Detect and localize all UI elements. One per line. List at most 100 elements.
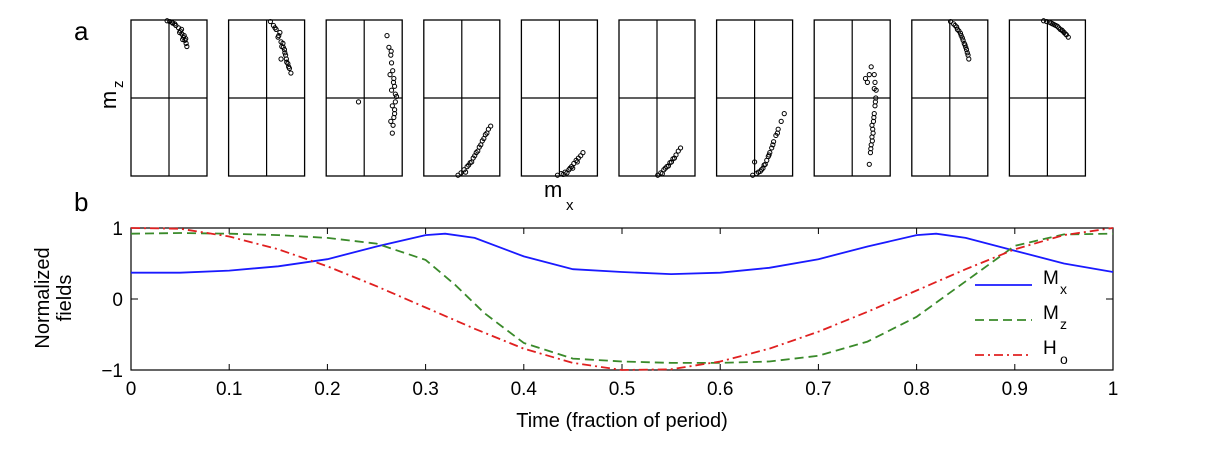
scatter-point [388, 87, 395, 93]
scatter-point [280, 40, 286, 47]
scatter-point [384, 33, 390, 39]
mini-axis-4 [423, 19, 501, 178]
scatter-point [872, 99, 878, 105]
legend-label-sub: o [1060, 351, 1068, 367]
scatter-point [770, 142, 776, 148]
scatter-point [872, 79, 878, 86]
scatter-point [869, 138, 875, 144]
series-line-mz [130, 232, 1114, 364]
x-tick-label: 0.8 [903, 379, 929, 400]
scatter-point [169, 19, 175, 25]
x-tick-label: 0.2 [314, 379, 340, 400]
scatter-point [752, 159, 758, 165]
scatter-point [1041, 18, 1047, 24]
ylabel-line1: Normalized [32, 247, 54, 348]
y-tick-label: 1 [112, 219, 123, 240]
mini-axis-3 [325, 19, 403, 177]
legend-label: M [1043, 268, 1059, 289]
ylabel-line2: fields [54, 275, 76, 322]
x-tick-label: 0.4 [511, 379, 538, 400]
scatter-point [388, 48, 394, 54]
scatter-point [866, 72, 872, 78]
mini-axis-10 [1008, 18, 1087, 177]
scatter-point [868, 146, 874, 152]
scatter-point [469, 159, 475, 165]
scatter-point [567, 165, 573, 171]
x-axis-label: Time (fraction of period) [516, 410, 728, 432]
scatter-point [267, 18, 273, 25]
scatter-point [966, 56, 972, 62]
scatter-point [961, 40, 967, 47]
legend-label: M [1043, 303, 1059, 324]
scatter-point [963, 47, 970, 53]
scatter-point [466, 162, 472, 168]
scatter-point [766, 152, 772, 158]
scatter-point [272, 25, 278, 31]
scatter-point [964, 50, 970, 56]
scatter-point [393, 93, 400, 100]
scatter-point [954, 26, 961, 32]
scatter-point [959, 35, 965, 41]
mini-axis-8 [813, 19, 891, 177]
scatter-point [580, 150, 586, 156]
panel-b-axes-frame [130, 227, 1114, 371]
scatter-point [952, 22, 958, 29]
scatter-point [758, 167, 765, 173]
scatter-point [283, 52, 289, 58]
scatter-point [475, 148, 481, 154]
scatter-point [871, 72, 877, 78]
scatter-point [472, 153, 478, 159]
scatter-point [284, 59, 290, 65]
mini-axis-7 [715, 19, 794, 178]
y-tick-label: 0 [112, 290, 123, 311]
legend-label-sub: x [1060, 281, 1067, 297]
scatter-point [463, 169, 469, 175]
scatter-point [1057, 26, 1063, 32]
scatter-point [481, 135, 487, 142]
scatter-point [288, 70, 294, 76]
scatter-point [957, 30, 964, 36]
scatter-point [392, 111, 398, 117]
x-tick-label: 0.1 [216, 379, 242, 400]
panel-a-xlabel-sub: x [566, 197, 574, 214]
scatter-point [870, 130, 876, 136]
scatter-point [771, 139, 777, 145]
mini-axis-9 [911, 18, 989, 177]
scatter-point [1044, 18, 1050, 25]
scatter-point [389, 103, 395, 109]
mini-axis-5 [520, 19, 599, 178]
mini-axis-2 [227, 18, 306, 177]
scatter-point [570, 165, 576, 171]
scatter-point [177, 29, 183, 36]
scatter-point [286, 64, 292, 70]
scatter-point [662, 165, 668, 171]
scatter-point [871, 86, 877, 92]
scatter-point [871, 114, 877, 121]
x-tick-label: 0 [126, 379, 137, 400]
panel-a-mini-axes [130, 18, 1087, 178]
scatter-point [866, 161, 872, 167]
scatter-point [183, 36, 189, 42]
scatter-point [355, 99, 362, 105]
scatter-point [184, 43, 190, 50]
scatter-point [386, 44, 392, 50]
scatter-point [392, 99, 398, 105]
panel-a-ylabel-sub: z [110, 81, 127, 89]
scatter-point [1065, 34, 1071, 40]
legend-label-sub: z [1060, 316, 1067, 332]
panel-b-series [130, 227, 1114, 371]
scatter-point [164, 18, 170, 24]
mini-axis-1 [130, 18, 208, 177]
panel-a-ylabel-main: m [96, 91, 121, 109]
scatter-point [659, 171, 665, 177]
legend-label: H [1043, 338, 1057, 359]
scatter-point [388, 118, 394, 125]
x-tick-label: 0.5 [609, 379, 635, 400]
scatter-point [279, 43, 285, 50]
scatter-point [868, 64, 874, 70]
